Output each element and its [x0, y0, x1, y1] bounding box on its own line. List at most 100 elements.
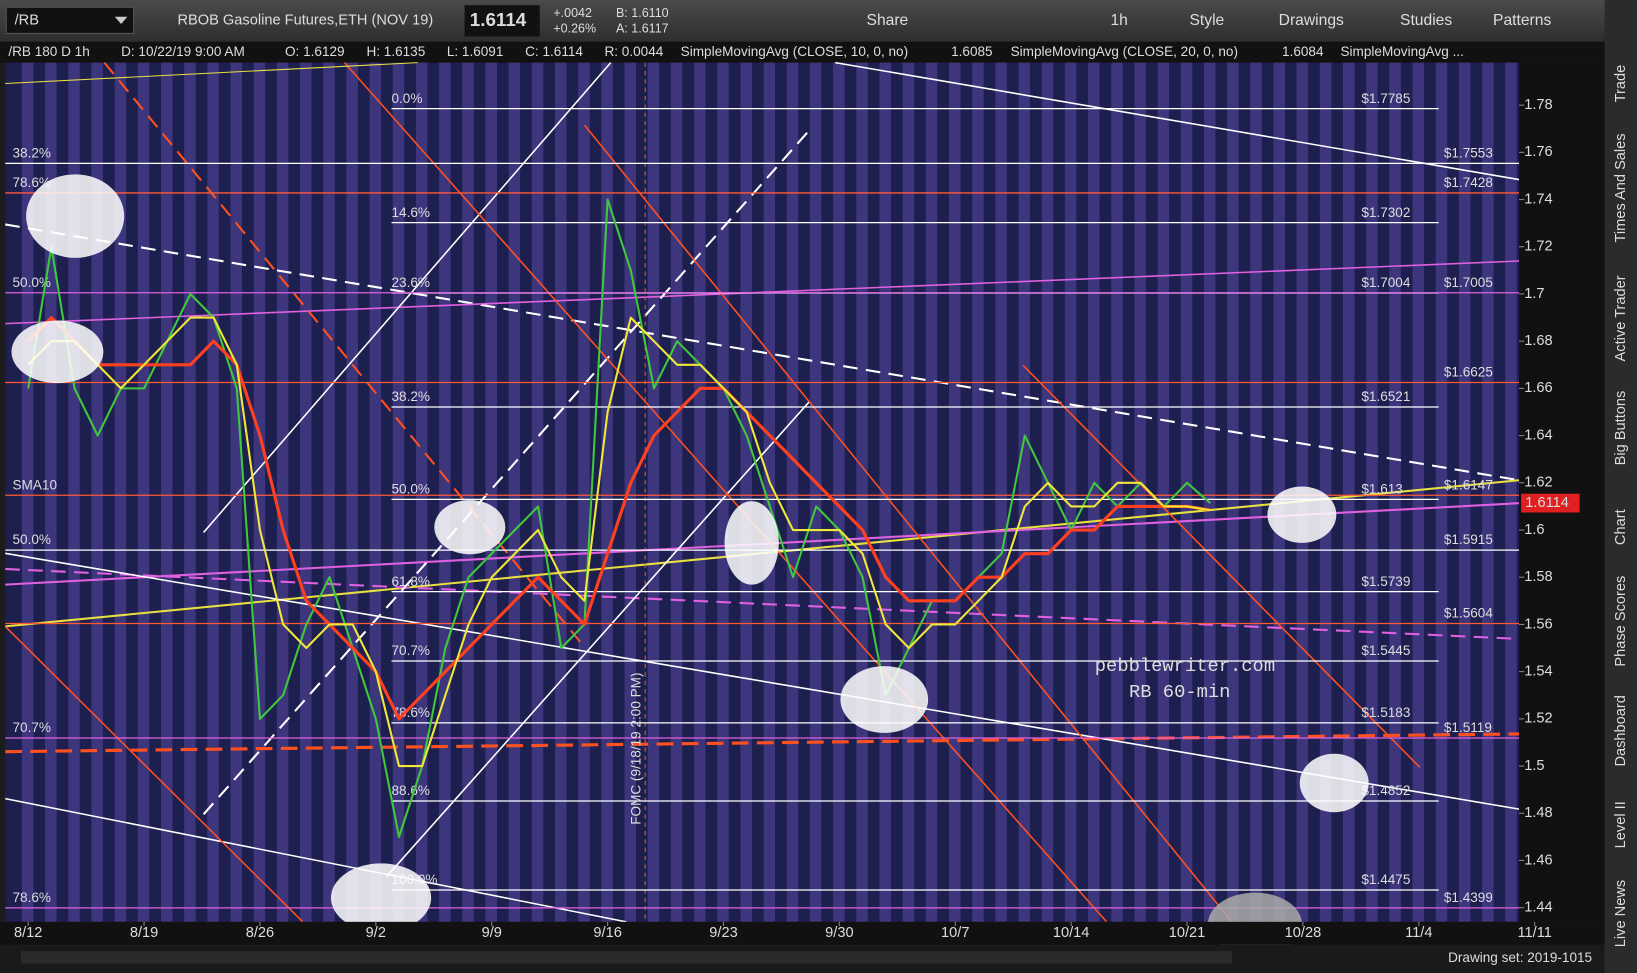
session-shade: [91, 62, 103, 922]
x-tick-label: 10/21: [1169, 925, 1206, 941]
y-tick-label: 1.48: [1524, 805, 1552, 821]
y-tick-label: 1.5: [1524, 758, 1544, 774]
session-shade: [1250, 62, 1262, 922]
level-price: $1.5119: [1444, 720, 1492, 735]
session-shade: [137, 62, 150, 922]
fib-price: $1.4475: [1361, 872, 1410, 887]
scroll-thumb[interactable]: [20, 951, 1232, 964]
toolbar: [0, 0, 1637, 42]
session-shade: [949, 62, 961, 922]
channel-line: [202, 129, 810, 816]
current-price-label: 1.6114: [1525, 495, 1569, 511]
x-tick-label: 9/30: [825, 925, 853, 941]
sidebar-tab[interactable]: Phase Scores: [1613, 576, 1629, 667]
session-shade: [68, 62, 80, 922]
session-shade: [114, 62, 127, 922]
range: R: 0.0044: [604, 44, 663, 59]
highlight: [1299, 753, 1369, 813]
level-price: $1.7428: [1444, 175, 1493, 190]
sidebar-tab[interactable]: Chart: [1613, 509, 1629, 545]
x-tick-label: 10/14: [1053, 925, 1090, 941]
sidebar-tab[interactable]: Dashboard: [1613, 695, 1629, 766]
toolbar-button[interactable]: Style: [1189, 12, 1224, 29]
study-value: 1.6084: [1282, 44, 1324, 59]
session-shade: [300, 62, 312, 922]
sidebar-tab[interactable]: Active Trader: [1613, 275, 1629, 361]
session-shade: [1366, 62, 1378, 922]
level-label: SMA10: [13, 477, 58, 492]
toolbar-button[interactable]: Studies: [1400, 12, 1452, 29]
fib-label: 88.6%: [392, 783, 430, 798]
fib-price: $1.613: [1361, 482, 1402, 497]
session-shade: [392, 62, 405, 922]
session-shade: [369, 62, 382, 922]
session-shade: [45, 62, 57, 922]
toolbar-button[interactable]: Patterns: [1493, 12, 1551, 29]
session-shade: [1435, 62, 1448, 922]
current-price-tag: [1521, 493, 1580, 513]
sidebar-tab[interactable]: Live News: [1613, 880, 1629, 947]
session-shade: [1157, 62, 1170, 922]
fib-label: 70.7%: [392, 643, 430, 658]
session-shade: [833, 62, 845, 922]
level-price: $1.5915: [1444, 532, 1493, 547]
session-shade: [230, 62, 243, 922]
price-line: [27, 316, 1211, 768]
y-tick-label: 1.66: [1524, 380, 1552, 396]
channel-line: [4, 625, 304, 923]
session-shade: [1227, 62, 1239, 922]
sidebar-tab[interactable]: Big Buttons: [1613, 391, 1629, 466]
level-label: 38.2%: [13, 146, 51, 161]
toolbar-button[interactable]: 1h: [1110, 12, 1127, 29]
highlight: [26, 174, 125, 258]
session-shade: [1064, 62, 1077, 922]
session-shade: [276, 62, 289, 922]
level-label: 78.6%: [13, 890, 51, 905]
session-shade: [207, 62, 219, 922]
toolbar-button[interactable]: Share: [867, 12, 909, 29]
dropdown-arrow[interactable]: [114, 16, 128, 25]
trendline: [835, 61, 1520, 181]
toolbar-button[interactable]: Drawings: [1279, 12, 1344, 29]
sidebar-tab[interactable]: Trade: [1613, 65, 1629, 103]
fib-price: $1.5739: [1361, 574, 1410, 589]
symbol-box[interactable]: [5, 6, 135, 34]
fib-label: 23.6%: [392, 275, 430, 290]
change: +.0042: [553, 6, 592, 20]
session-shade: [624, 62, 637, 922]
level-price: $1.6147: [1444, 477, 1493, 492]
open: O: 1.6129: [285, 44, 345, 59]
y-tick-label: 1.76: [1524, 144, 1552, 160]
bid: B: 1.6110: [616, 6, 669, 20]
y-tick-label: 1.74: [1524, 191, 1552, 207]
trendline: [5, 732, 1520, 754]
level-label: 50.0%: [13, 275, 51, 290]
session-shade: [531, 62, 544, 922]
highlight: [1267, 486, 1337, 543]
channel-line: [584, 124, 1233, 923]
fib-price: $1.5183: [1361, 705, 1410, 720]
session-shade: [184, 62, 196, 922]
level-price: $1.7553: [1444, 146, 1493, 161]
event-label: FOMC (9/18/19 2:00 PM): [628, 672, 643, 824]
sidebar-tab[interactable]: Times And Sales: [1613, 133, 1629, 242]
x-tick-label: 9/23: [709, 925, 737, 941]
change-pct: +0.26%: [553, 22, 596, 36]
symbol[interactable]: /RB: [15, 13, 39, 29]
fib-label: 14.6%: [392, 205, 430, 220]
session-shade: [717, 62, 729, 922]
session-shade: [786, 62, 799, 922]
x-tick-label: 10/7: [941, 925, 969, 941]
channel-line: [1022, 364, 1421, 768]
level-label: 70.7%: [13, 720, 51, 735]
session-shade: [1018, 62, 1031, 922]
fib-label: 38.2%: [392, 389, 430, 404]
x-tick-label: 9/2: [366, 925, 386, 941]
y-tick-label: 1.62: [1524, 475, 1552, 491]
x-tick-label: 11/4: [1405, 925, 1432, 941]
session-shade: [1482, 62, 1494, 922]
sidebar-tab[interactable]: Level II: [1613, 801, 1629, 848]
fib-label: 61.8%: [392, 574, 430, 589]
session-shade: [925, 62, 938, 922]
session-shade: [578, 62, 590, 922]
